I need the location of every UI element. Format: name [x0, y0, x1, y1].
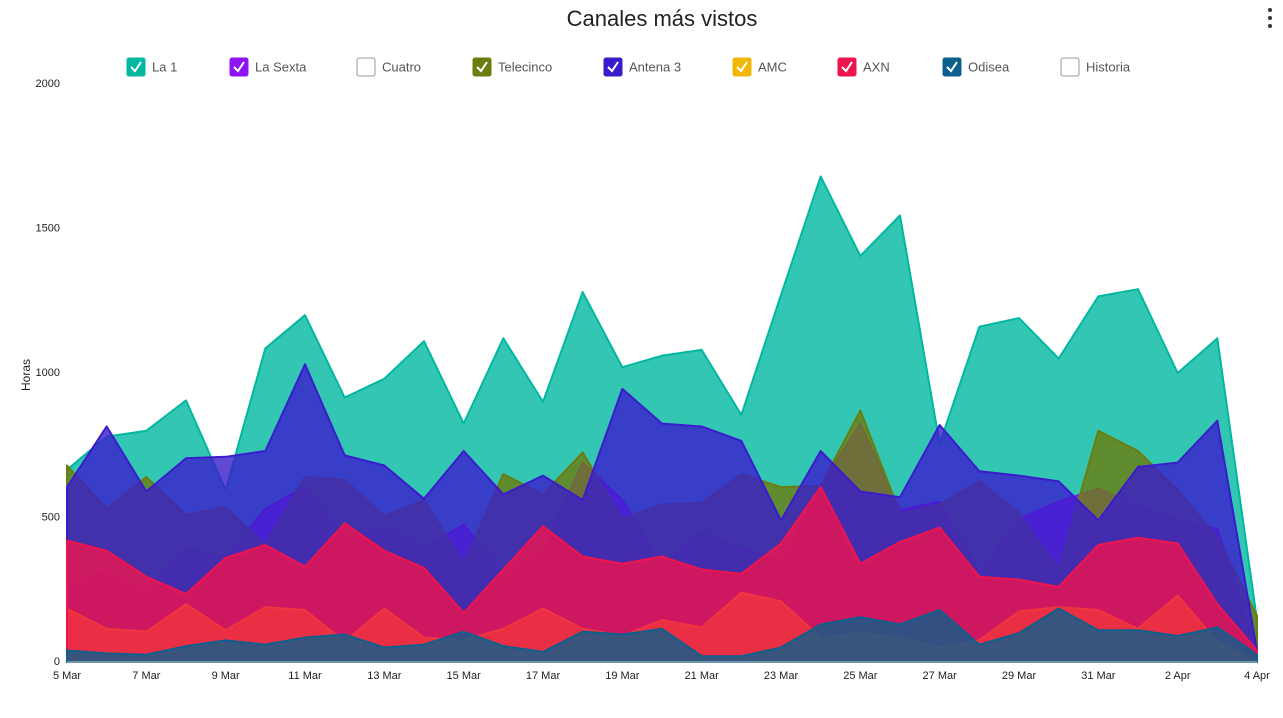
legend-item[interactable]: Odisea — [942, 57, 1010, 77]
x-tick-label: 21 Mar — [685, 670, 720, 682]
y-tick-label: 500 — [42, 511, 60, 523]
check-mark — [476, 61, 488, 73]
x-tick-label: 23 Mar — [764, 670, 799, 682]
legend-checkbox — [126, 57, 146, 77]
y-tick-label: 2000 — [36, 78, 60, 90]
legend-item[interactable]: Cuatro — [356, 57, 421, 77]
legend-label: AXN — [863, 59, 890, 74]
check-mark — [841, 61, 853, 73]
x-tick-label: 15 Mar — [447, 670, 482, 682]
x-tick-label: 27 Mar — [923, 670, 958, 682]
legend-checkbox — [837, 57, 857, 77]
legend-item[interactable]: AMC — [732, 57, 787, 77]
legend-label: La Sexta — [255, 59, 307, 74]
check-mark — [130, 61, 142, 73]
x-tick-label: 31 Mar — [1081, 670, 1116, 682]
legend-label: La 1 — [152, 59, 177, 74]
legend-item[interactable]: AXN — [837, 57, 890, 77]
x-tick-label: 2 Apr — [1165, 670, 1191, 682]
x-tick-label: 25 Mar — [843, 670, 878, 682]
legend-item[interactable]: Historia — [1060, 57, 1131, 77]
y-tick-label: 0 — [54, 656, 60, 668]
legend-checkbox — [942, 57, 962, 77]
check-mark — [233, 61, 245, 73]
check-mark — [736, 61, 748, 73]
legend-item[interactable]: Antena 3 — [603, 57, 681, 77]
legend-label: Telecinco — [498, 59, 552, 74]
legend-item[interactable]: Telecinco — [472, 57, 552, 77]
x-tick-label: 4 Apr — [1244, 670, 1270, 682]
legend-label: AMC — [758, 59, 787, 74]
legend-checkbox — [229, 57, 249, 77]
menu-button[interactable] — [1268, 8, 1272, 28]
area — [66, 607, 1258, 663]
legend-checkbox — [1060, 57, 1080, 77]
x-tick-label: 13 Mar — [367, 670, 402, 682]
y-tick-label: 1500 — [36, 222, 60, 234]
legend-label: Antena 3 — [629, 59, 681, 74]
x-tick-label: 29 Mar — [1002, 670, 1037, 682]
x-tick-label: 11 Mar — [288, 670, 322, 682]
legend-checkbox — [603, 57, 623, 77]
area — [66, 486, 1258, 663]
x-tick-label: 5 Mar — [53, 670, 81, 682]
chart-title: Canales más vistos — [567, 6, 758, 31]
legend-item[interactable]: La 1 — [126, 57, 177, 77]
legend-label: Historia — [1086, 59, 1131, 74]
check-mark — [607, 61, 619, 73]
legend-checkbox — [732, 57, 752, 77]
y-tick-label: 1000 — [36, 367, 60, 379]
check-mark — [946, 61, 958, 73]
x-tick-label: 19 Mar — [605, 670, 640, 682]
legend-checkbox — [472, 57, 492, 77]
x-tick-label: 9 Mar — [212, 670, 240, 682]
y-axis-label: Horas — [19, 359, 33, 391]
legend-label: Cuatro — [382, 59, 421, 74]
legend-label: Odisea — [968, 59, 1010, 74]
x-tick-label: 7 Mar — [132, 670, 160, 682]
legend-checkbox — [356, 57, 376, 77]
legend-item[interactable]: La Sexta — [229, 57, 307, 77]
x-tick-label: 17 Mar — [526, 670, 561, 682]
